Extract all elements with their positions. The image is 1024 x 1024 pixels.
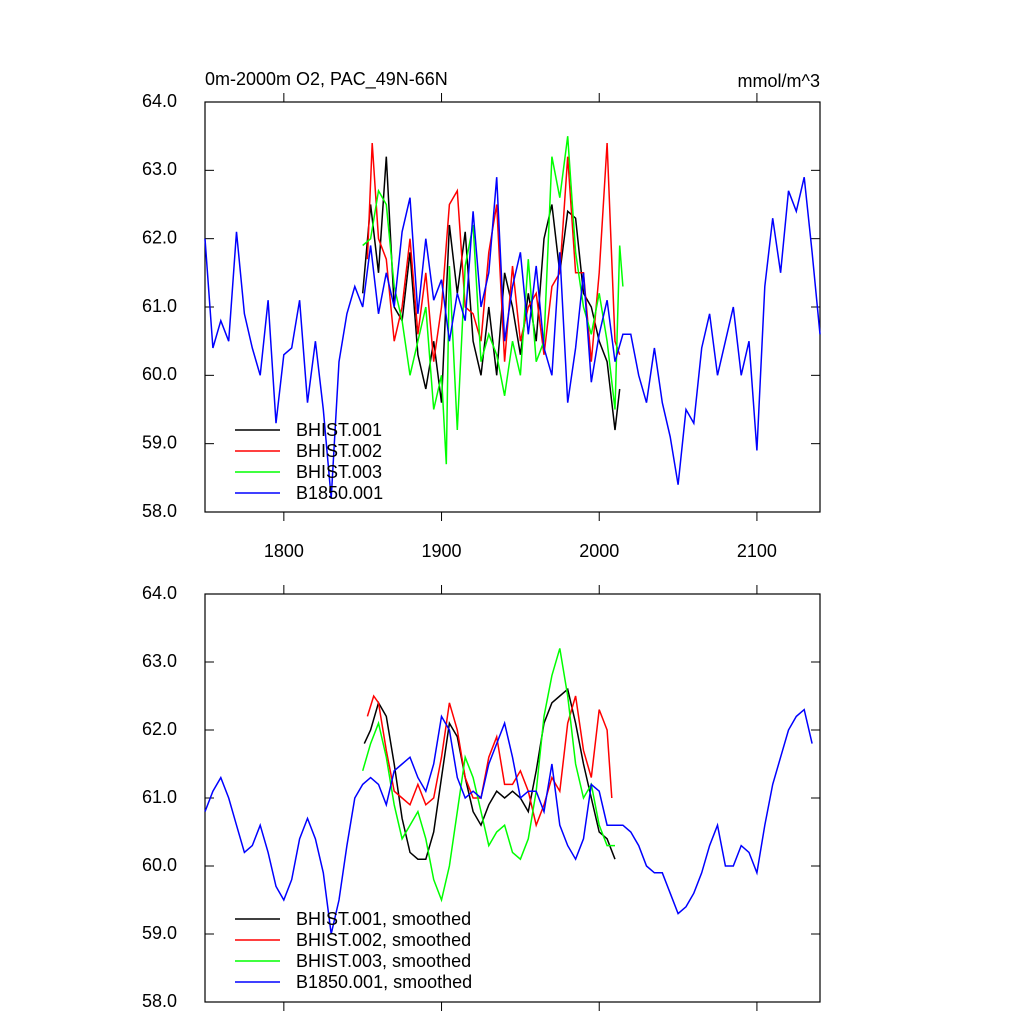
y-tick-label: 58.0 (142, 991, 177, 1011)
legend-label: B1850.001 (296, 483, 383, 503)
series-line (361, 156, 621, 431)
chart-title: 0m-2000m O2, PAC_49N-66N (205, 69, 448, 90)
y-tick-label: 60.0 (142, 364, 177, 384)
legend-label: B1850.001, smoothed (296, 972, 472, 992)
units-label: mmol/m^3 (738, 71, 820, 91)
series-line (204, 177, 821, 499)
y-tick-label: 61.0 (142, 787, 177, 807)
x-tick-label: 1800 (264, 541, 304, 561)
y-tick-label: 59.0 (142, 432, 177, 452)
legend-label: BHIST.001, smoothed (296, 909, 471, 929)
legend-label: BHIST.003, smoothed (296, 951, 471, 971)
series-line (366, 694, 613, 828)
y-tick-label: 60.0 (142, 855, 177, 875)
y-tick-label: 58.0 (142, 501, 177, 521)
y-tick-label: 62.0 (142, 719, 177, 739)
legend-label: BHIST.002, smoothed (296, 930, 471, 950)
series-line (363, 687, 616, 860)
y-tick-label: 63.0 (142, 159, 177, 179)
x-tick-label: 2100 (737, 541, 777, 561)
y-tick-label: 61.0 (142, 296, 177, 316)
series-line (362, 136, 624, 465)
y-tick-label: 62.0 (142, 227, 177, 247)
x-tick-label: 1900 (422, 541, 462, 561)
legend-label: BHIST.002 (296, 441, 382, 461)
y-tick-label: 63.0 (142, 651, 177, 671)
x-tick-label: 2000 (579, 541, 619, 561)
y-tick-label: 59.0 (142, 923, 177, 943)
series-line (361, 648, 615, 903)
y-tick-label: 64.0 (142, 91, 177, 111)
series-line (366, 142, 621, 362)
legend-label: BHIST.003 (296, 462, 382, 482)
legend-label: BHIST.001 (296, 420, 382, 440)
y-tick-label: 64.0 (142, 583, 177, 603)
series-line (204, 708, 813, 935)
